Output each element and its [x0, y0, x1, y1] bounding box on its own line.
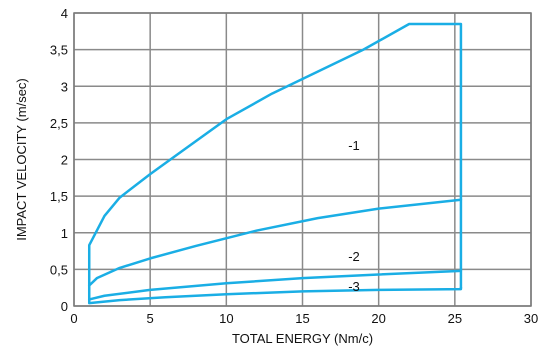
x-axis-title: TOTAL ENERGY (Nm/c): [232, 331, 373, 346]
y-tick-label: 1: [61, 226, 68, 241]
series-line-1: [87, 22, 463, 289]
y-axis-title: IMPACT VELOCITY (m/sec): [14, 78, 29, 241]
y-tick-label: 3,5: [50, 43, 68, 58]
region-labels: -1 -2 -3: [348, 138, 360, 294]
x-tick-labels: 0 5 10 15 20 25 30: [70, 311, 538, 326]
y-tick-label: 4: [61, 6, 68, 21]
x-tick-label: 5: [147, 311, 154, 326]
x-tick-label: 20: [371, 311, 385, 326]
series-line-4: [87, 282, 463, 305]
series-label: -3: [348, 279, 360, 294]
series-label: -2: [348, 249, 360, 264]
x-tick-label: 15: [295, 311, 309, 326]
x-tick-label: 30: [524, 311, 538, 326]
y-tick-label: 1,5: [50, 189, 68, 204]
x-tick-label: 0: [70, 311, 77, 326]
y-tick-label: 3: [61, 79, 68, 94]
y-tick-label: 2,5: [50, 116, 68, 131]
y-tick-label: 2: [61, 153, 68, 168]
y-tick-labels: 0 0,5 1 1,5 2 2,5 3 3,5 4: [50, 6, 68, 314]
plot-frame: [73, 12, 532, 307]
series-label: -1: [348, 138, 360, 153]
y-tick-label: 0: [61, 299, 68, 314]
curves: [87, 22, 463, 305]
series-line-2: [87, 198, 463, 287]
grid: [73, 12, 532, 307]
x-tick-label: 10: [219, 311, 233, 326]
series-line-3: [87, 269, 463, 301]
x-tick-label: 25: [448, 311, 462, 326]
y-tick-label: 0,5: [50, 262, 68, 277]
